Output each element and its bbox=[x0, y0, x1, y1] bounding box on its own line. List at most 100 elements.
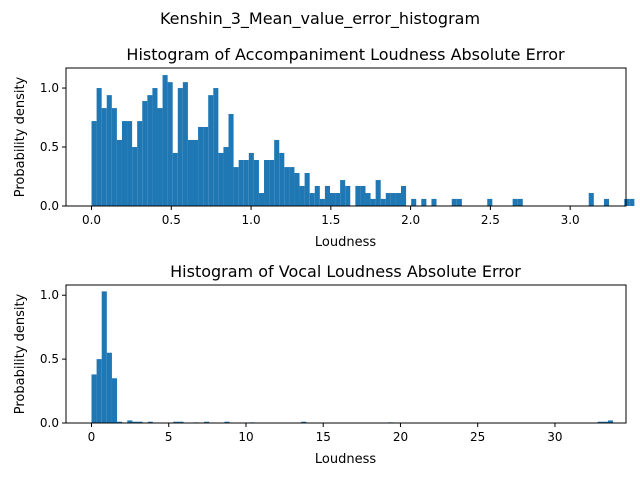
histogram-bar bbox=[187, 139, 193, 206]
y-tick-label: 0.0 bbox=[40, 416, 59, 430]
x-tick-label: 0.0 bbox=[82, 213, 101, 227]
histogram-bar bbox=[299, 185, 305, 206]
y-tick-label: 0.5 bbox=[40, 140, 59, 154]
x-tick-label: 30 bbox=[547, 430, 562, 444]
histogram-bar bbox=[456, 198, 462, 206]
x-tick-label: 5 bbox=[165, 430, 173, 444]
histogram-bar bbox=[284, 167, 290, 206]
histogram-bar bbox=[324, 185, 330, 206]
x-tick-label: 20 bbox=[393, 430, 408, 444]
histogram-bar bbox=[309, 193, 315, 206]
histogram-bar bbox=[253, 160, 259, 206]
histogram-bar bbox=[355, 185, 361, 206]
x-tick-label: 1.5 bbox=[321, 213, 340, 227]
histogram-bar bbox=[116, 139, 122, 206]
histogram-bar bbox=[96, 88, 102, 206]
histogram-bar bbox=[117, 421, 123, 423]
x-tick-label: 1.0 bbox=[242, 213, 261, 227]
histogram-bar bbox=[588, 193, 594, 206]
histogram-bar bbox=[304, 172, 310, 206]
histogram-bar bbox=[597, 421, 603, 423]
histogram-bar bbox=[218, 152, 224, 206]
histogram-bar bbox=[172, 152, 178, 206]
histogram-bar bbox=[203, 421, 210, 423]
histogram-bar bbox=[487, 198, 493, 206]
histogram-bar bbox=[91, 121, 97, 206]
histogram-bar bbox=[106, 352, 112, 423]
x-tick-label: 0 bbox=[88, 430, 96, 444]
histogram-bar bbox=[96, 359, 102, 423]
histogram-bar bbox=[603, 198, 610, 206]
bars-group bbox=[91, 75, 635, 206]
figure-suptitle: Kenshin_3_Mean_value_error_histogram bbox=[160, 9, 480, 29]
histogram-bar bbox=[360, 185, 366, 206]
x-tick-label: 15 bbox=[316, 430, 331, 444]
histogram-bar bbox=[198, 126, 204, 206]
histogram-bar bbox=[380, 198, 386, 206]
histogram-bar bbox=[314, 185, 320, 206]
x-tick-label: 10 bbox=[238, 430, 253, 444]
histogram-bar bbox=[173, 421, 179, 423]
histogram-bar bbox=[132, 421, 138, 423]
histogram-bar bbox=[365, 193, 371, 206]
x-tick-label: 3.0 bbox=[561, 213, 580, 227]
y-tick-label: 1.0 bbox=[40, 288, 59, 302]
histogram-bar bbox=[431, 198, 437, 206]
histogram-bar bbox=[121, 121, 128, 206]
histogram-bar bbox=[248, 152, 254, 206]
histogram-bar bbox=[238, 160, 244, 206]
x-tick-label: 2.0 bbox=[401, 213, 420, 227]
plot-frame bbox=[65, 284, 627, 424]
histogram-bar bbox=[512, 198, 518, 206]
histogram-bar bbox=[301, 421, 307, 423]
chart-vocal: Histogram of Vocal Loudness Absolute Err… bbox=[13, 262, 627, 467]
histogram-bar bbox=[101, 108, 107, 206]
histogram-bar bbox=[152, 88, 158, 206]
histogram-bar bbox=[370, 198, 376, 206]
histogram-bar bbox=[111, 108, 117, 206]
histogram-bar bbox=[137, 421, 143, 423]
histogram-bar bbox=[132, 147, 138, 206]
histogram-bar bbox=[607, 420, 614, 423]
histogram-bar bbox=[624, 198, 630, 206]
histogram-bar bbox=[602, 421, 608, 423]
x-ticks: 0.0 0.5 1.0 1.5 2.0 2.5 3.0 bbox=[82, 206, 580, 227]
chart-title: Histogram of Accompaniment Loudness Abso… bbox=[126, 45, 565, 64]
histogram-bar bbox=[111, 378, 118, 423]
chart-accompaniment: Histogram of Accompaniment Loudness Abso… bbox=[13, 45, 635, 250]
y-axis-label: Probability density bbox=[13, 76, 28, 197]
histogram-bar bbox=[395, 193, 402, 206]
y-tick-label: 1.0 bbox=[40, 81, 59, 95]
histogram-bar bbox=[269, 160, 275, 206]
histogram-bar bbox=[213, 88, 219, 206]
histogram-bar bbox=[228, 114, 234, 206]
histogram-bar bbox=[157, 108, 163, 206]
histogram-bar bbox=[279, 152, 285, 206]
histogram-bar bbox=[385, 193, 391, 206]
histogram-bar bbox=[319, 198, 325, 206]
histogram-bar bbox=[147, 421, 153, 423]
histogram-bar bbox=[451, 198, 457, 206]
histogram-bar bbox=[421, 198, 427, 206]
x-tick-label: 25 bbox=[470, 430, 485, 444]
histogram-bar bbox=[411, 198, 417, 206]
x-ticks: 0 5 10 15 20 25 30 bbox=[88, 423, 563, 444]
histogram-bar bbox=[517, 198, 523, 206]
histogram-bar bbox=[233, 167, 239, 206]
plot-frame bbox=[65, 67, 627, 207]
histogram-bar bbox=[162, 75, 168, 206]
histogram-bar bbox=[177, 88, 183, 206]
y-ticks: 0.0 0.5 1.0 bbox=[40, 81, 66, 213]
histogram-bar bbox=[390, 193, 396, 206]
histogram-bar bbox=[224, 421, 230, 423]
histogram-bar bbox=[345, 185, 351, 206]
histogram-bar bbox=[203, 126, 209, 206]
x-tick-label: 0.5 bbox=[162, 213, 181, 227]
histogram-bar bbox=[629, 198, 635, 206]
histogram-bar bbox=[340, 180, 346, 206]
histogram-bar bbox=[182, 82, 188, 206]
bars-group bbox=[91, 291, 614, 423]
y-ticks: 0.0 0.5 1.0 bbox=[40, 288, 66, 430]
histogram-bar bbox=[294, 172, 300, 206]
